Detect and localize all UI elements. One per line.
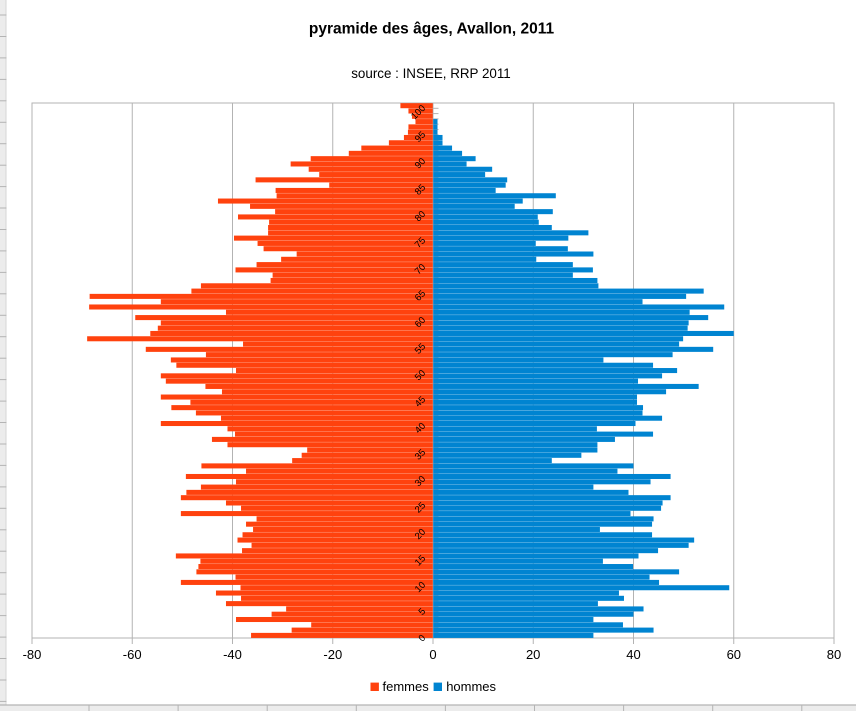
svg-text:-20: -20 bbox=[323, 647, 342, 662]
svg-text:-80: -80 bbox=[23, 647, 42, 662]
svg-text:0: 0 bbox=[429, 647, 436, 662]
svg-text:-40: -40 bbox=[223, 647, 242, 662]
svg-text:pyramide des âges, Avallon, 20: pyramide des âges, Avallon, 2011 bbox=[309, 21, 555, 38]
svg-text:20: 20 bbox=[526, 647, 540, 662]
svg-text:5: 5 bbox=[417, 606, 429, 618]
svg-text:0: 0 bbox=[417, 633, 429, 645]
svg-text:60: 60 bbox=[727, 647, 741, 662]
svg-text:source : INSEE, RRP 2011: source : INSEE, RRP 2011 bbox=[351, 66, 511, 81]
svg-text:40: 40 bbox=[626, 647, 640, 662]
svg-text:femmes: femmes bbox=[383, 679, 430, 694]
svg-text:hommes: hommes bbox=[446, 679, 496, 694]
svg-text:80: 80 bbox=[827, 647, 841, 662]
svg-text:-60: -60 bbox=[123, 647, 142, 662]
